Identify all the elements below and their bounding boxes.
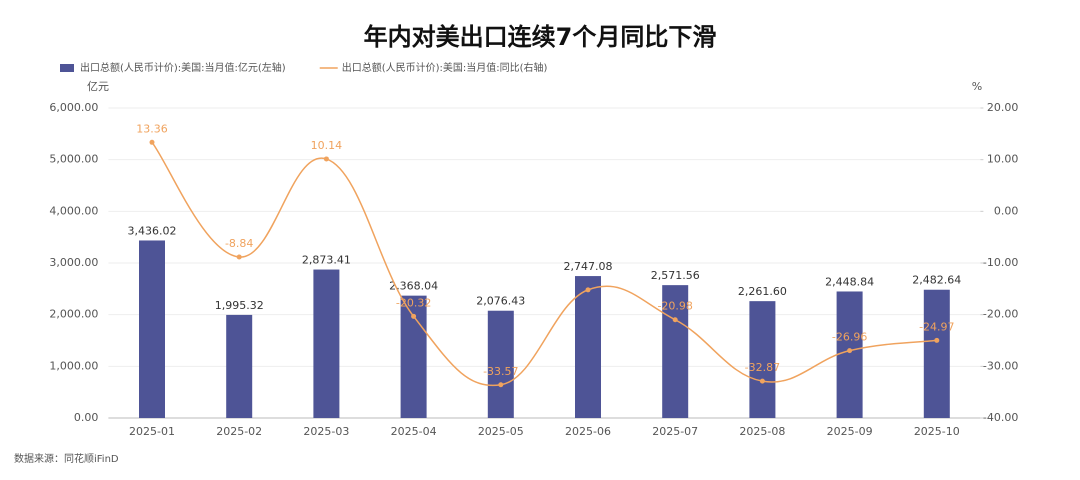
- x-tick-label: 2025-07: [652, 425, 698, 438]
- line-value-label: -20.32: [396, 296, 431, 309]
- line-value-label: -26.96: [832, 331, 867, 344]
- x-tick-label: 2025-06: [565, 425, 611, 438]
- legend-swatch: [60, 64, 74, 72]
- y-tick-label: 3,000.00: [49, 256, 98, 269]
- legend-label: 出口总额(人民币计价):美国:当月值:亿元(左轴): [80, 61, 286, 74]
- bar: [749, 301, 776, 418]
- legend-label: 出口总额(人民币计价):美国:当月值:同比(右轴): [342, 61, 548, 74]
- x-tick-label: 2025-08: [739, 425, 785, 438]
- line-value-label: -24.97: [919, 320, 954, 333]
- y-tick-label: 2,000.00: [49, 308, 98, 321]
- bar: [836, 291, 863, 418]
- line-value-label: -32.87: [745, 361, 780, 374]
- line: [151, 141, 937, 387]
- y2-unit: %: [972, 80, 982, 93]
- line-point: [672, 317, 678, 323]
- bar-value-label: 2,747.08: [564, 260, 613, 273]
- x-tick-label: 2025-09: [827, 425, 873, 438]
- y-tick-label: 6,000.00: [49, 101, 98, 114]
- y-tick-label: 5,000.00: [49, 153, 98, 166]
- y2-tick-label: -10.00: [983, 256, 1018, 269]
- bar-value-label: 2,076.43: [476, 295, 525, 308]
- x-tick-label: 2025-01: [129, 425, 175, 438]
- bar-value-label: 2,873.41: [302, 254, 351, 267]
- y-tick-label: 1,000.00: [49, 359, 98, 372]
- y2-tick-label: -40.00: [983, 411, 1018, 424]
- source: 数据来源：同花顺iFinD: [14, 452, 119, 465]
- bar-value-label: 1,995.32: [215, 299, 264, 312]
- line-point: [759, 378, 765, 384]
- line-point: [411, 313, 417, 319]
- y2-tick-label: 20.00: [987, 101, 1019, 114]
- bar-value-label: 2,482.64: [912, 274, 961, 287]
- x-tick-label: 2025-04: [391, 425, 437, 438]
- bar-value-label: 2,368.04: [389, 280, 438, 293]
- line-value-label: -20.98: [657, 300, 692, 313]
- bar-value-label: 3,436.02: [128, 224, 177, 237]
- line-point: [498, 382, 504, 388]
- bar-value-label: 2,261.60: [738, 285, 787, 298]
- bar: [575, 276, 601, 418]
- x-tick-label: 2025-05: [478, 425, 524, 438]
- x-tick-label: 2025-03: [303, 425, 349, 438]
- line-point: [323, 156, 329, 162]
- bar: [226, 314, 253, 418]
- y-unit: 亿元: [87, 80, 109, 93]
- y-tick-label: 4,000.00: [49, 204, 98, 217]
- y2-tick-label: -30.00: [983, 359, 1018, 372]
- x-tick-label: 2025-10: [914, 425, 960, 438]
- line-point: [934, 337, 940, 343]
- line-point: [847, 348, 853, 354]
- line-value-label: -33.57: [483, 365, 518, 378]
- bar-value-label: 2,448.84: [825, 275, 874, 288]
- line-value-label: -8.84: [225, 237, 253, 250]
- chart-title: 年内对美出口连续7个月同比下滑: [364, 23, 717, 51]
- line-point: [585, 287, 591, 293]
- x-tick-label: 2025-02: [216, 425, 262, 438]
- bar: [923, 289, 950, 418]
- line-value-label: 13.36: [136, 122, 168, 135]
- bar: [139, 240, 165, 418]
- bar-value-label: 2,571.56: [651, 269, 700, 282]
- line-point: [149, 139, 155, 145]
- y2-tick-label: 10.00: [987, 153, 1019, 166]
- bar: [662, 285, 689, 418]
- bar: [487, 310, 514, 418]
- line-value-label: 10.14: [311, 139, 343, 152]
- y2-tick-label: -20.00: [983, 308, 1018, 321]
- y-tick-label: 0.00: [74, 411, 99, 424]
- line-point: [236, 254, 242, 260]
- bar: [313, 269, 340, 418]
- y2-tick-label: 0.00: [994, 204, 1019, 217]
